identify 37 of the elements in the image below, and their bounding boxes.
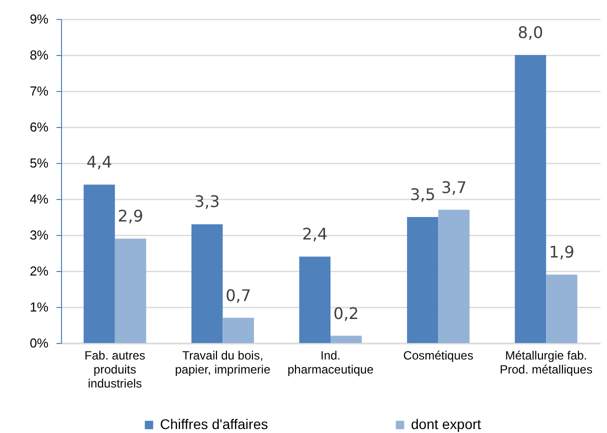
y-tick-label: 1% (30, 300, 49, 314)
bar (514, 55, 546, 343)
bar (114, 238, 146, 343)
y-tick-label: 8% (30, 48, 49, 62)
legend-label: dont export (411, 416, 482, 432)
y-tick-label: 6% (30, 120, 49, 134)
data-label: 4,4 (86, 152, 112, 172)
data-label: 3,7 (441, 178, 467, 197)
data-label: 0,2 (333, 304, 359, 323)
data-label: 3,3 (194, 192, 220, 212)
x-tick-label: Travail du bois, papier, imprimerie (175, 348, 271, 376)
y-tick-label: 5% (30, 156, 49, 170)
bar (222, 318, 254, 343)
y-tick-label: 7% (30, 84, 49, 98)
x-tick-label: Métallurgie fab. Prod. métalliques (500, 348, 592, 376)
bar (546, 274, 578, 343)
x-tick-label: Fab. autres produits industriels (84, 348, 146, 390)
y-tick-label: 0% (30, 336, 49, 350)
bar (330, 336, 362, 343)
y-tick-label: 3% (30, 228, 49, 242)
bar (191, 224, 223, 343)
bar (84, 184, 115, 343)
data-label: 1,9 (549, 242, 574, 262)
y-tick-label: 4% (30, 192, 49, 206)
bar (438, 210, 470, 343)
data-label: 3,5 (410, 185, 436, 204)
x-tick-label: Ind. pharmaceutique (287, 348, 374, 376)
data-label: 2,9 (118, 206, 144, 226)
bar (407, 217, 438, 343)
bar (299, 256, 330, 343)
x-tick-label: Cosmétiques (403, 348, 474, 362)
data-label: 0,7 (226, 286, 252, 305)
data-label: 2,4 (302, 224, 328, 244)
y-tick-label: 9% (30, 12, 49, 26)
data-label: 8,0 (518, 23, 544, 42)
legend-label: Chiffres d'affaires (160, 416, 268, 432)
y-tick-label: 2% (30, 264, 49, 278)
